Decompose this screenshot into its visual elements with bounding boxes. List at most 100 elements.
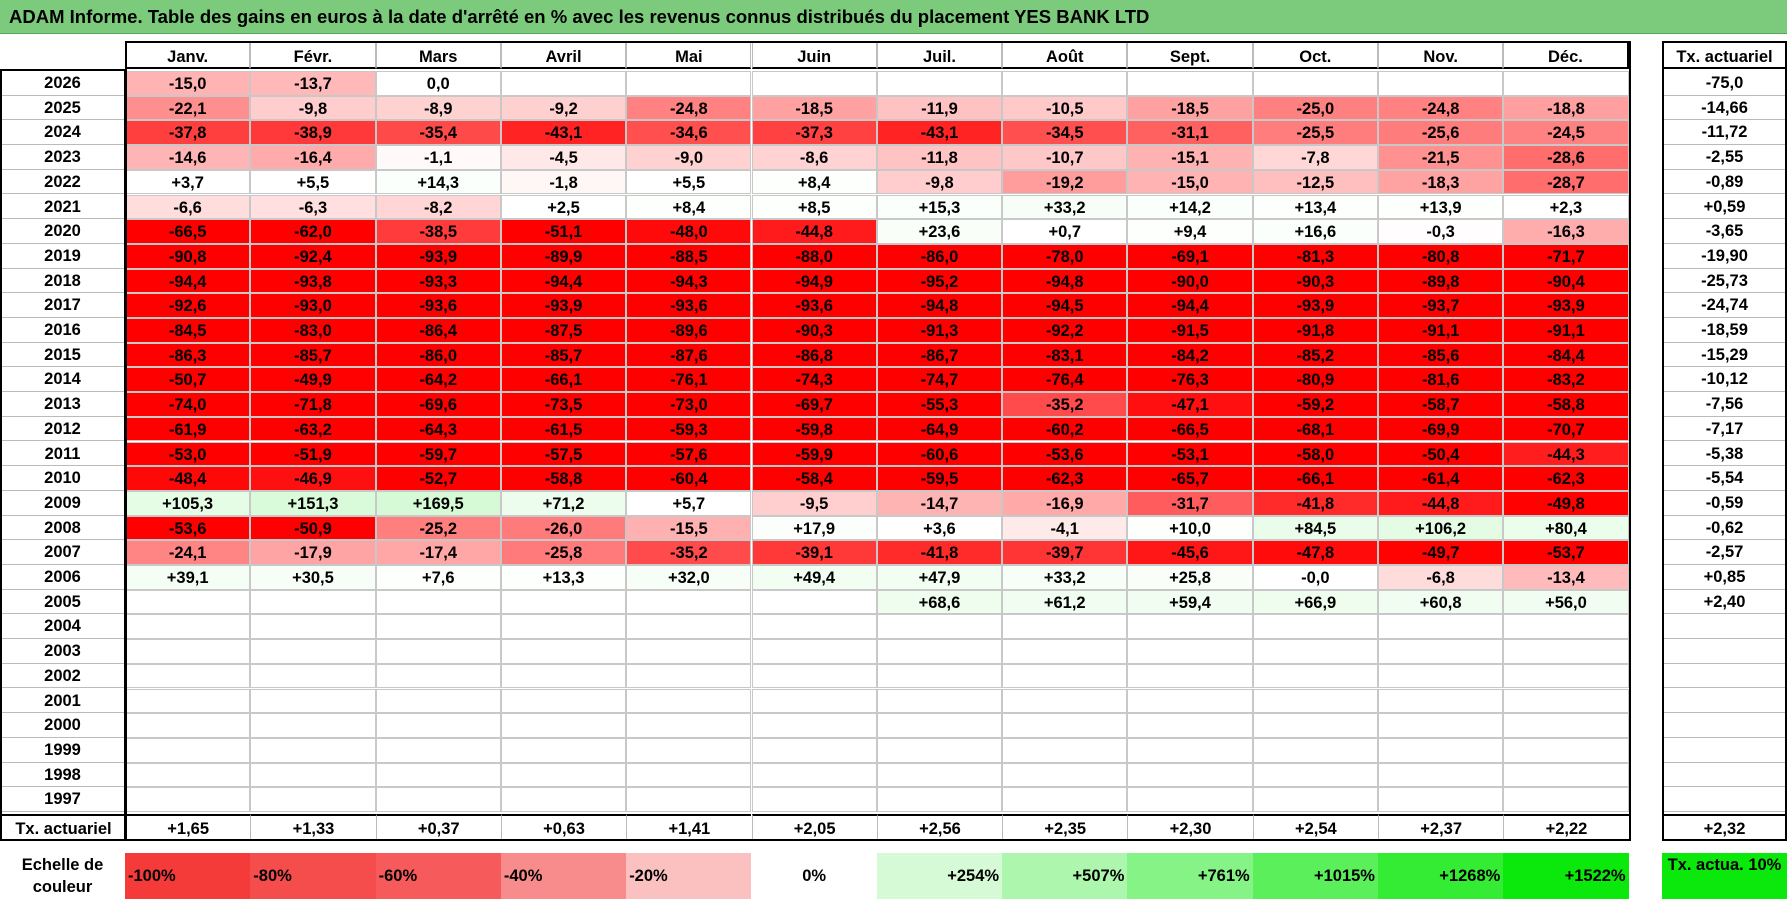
heatmap-cell: -73,5 bbox=[500, 392, 627, 417]
annual-rate-cell bbox=[1662, 614, 1787, 640]
heatmap-cell: -83,1 bbox=[1002, 342, 1128, 368]
heatmap-cell bbox=[1252, 713, 1378, 738]
heatmap-cell: -24,8 bbox=[1378, 95, 1504, 121]
heatmap-cell bbox=[626, 589, 752, 615]
heatmap-cell bbox=[1378, 713, 1504, 738]
heatmap-cell: -61,4 bbox=[1378, 466, 1504, 491]
color-scale-swatch: -60% bbox=[375, 853, 501, 899]
heatmap-cell: -50,4 bbox=[1378, 441, 1504, 467]
heatmap-cell bbox=[125, 737, 251, 763]
heatmap-cell: +5,5 bbox=[626, 169, 752, 195]
heatmap-cell: -9,8 bbox=[876, 169, 1003, 195]
heatmap-cell: -64,3 bbox=[375, 416, 501, 442]
heatmap-cell: -15,5 bbox=[626, 515, 752, 541]
year-label: 2017 bbox=[0, 293, 125, 318]
heatmap-cell: +8,4 bbox=[626, 194, 752, 220]
heatmap-cell: -66,5 bbox=[1127, 416, 1253, 442]
heatmap-cell: -39,7 bbox=[1002, 540, 1128, 565]
color-scale-swatch: +254% bbox=[876, 853, 1003, 899]
heatmap-cell: +8,4 bbox=[751, 169, 877, 195]
footer-month-rate: +1,41 bbox=[626, 814, 752, 841]
heatmap-cell bbox=[250, 688, 376, 714]
heatmap-cell: +13,4 bbox=[1252, 194, 1378, 220]
heatmap-cell: -88,5 bbox=[626, 243, 752, 269]
heatmap-cell: -10,7 bbox=[1002, 145, 1128, 170]
heatmap-cell bbox=[1252, 639, 1378, 664]
footer-month-rate: +2,37 bbox=[1378, 814, 1504, 841]
heatmap-cell: -14,7 bbox=[876, 490, 1003, 516]
heatmap-cell: -38,5 bbox=[375, 219, 501, 244]
heatmap-cell bbox=[125, 663, 251, 689]
heatmap-cell: -31,1 bbox=[1127, 120, 1253, 146]
heatmap-cell: -53,1 bbox=[1127, 441, 1253, 467]
annual-rate-cell: -0,89 bbox=[1662, 170, 1787, 195]
heatmap-cell: -13,7 bbox=[250, 71, 376, 96]
heatmap-cell: -93,9 bbox=[1252, 293, 1378, 318]
heatmap-cell: +80,4 bbox=[1503, 515, 1629, 541]
heatmap-cell: -84,5 bbox=[125, 318, 251, 343]
heatmap-cell bbox=[500, 762, 627, 788]
heatmap-cell: -70,7 bbox=[1503, 416, 1629, 442]
heatmap-cell: -84,4 bbox=[1503, 342, 1629, 368]
heatmap-cell: -24,8 bbox=[626, 95, 752, 121]
heatmap-cell: -87,6 bbox=[626, 342, 752, 368]
heatmap-cell: -85,2 bbox=[1252, 342, 1378, 368]
annual-rate-cell: +2,40 bbox=[1662, 590, 1787, 615]
heatmap-cell bbox=[250, 614, 376, 640]
heatmap-cell bbox=[1503, 787, 1629, 812]
heatmap-cell bbox=[1002, 737, 1128, 763]
heatmap-cell: -22,1 bbox=[125, 95, 251, 121]
year-label: 2011 bbox=[0, 442, 125, 467]
heatmap-cell bbox=[250, 713, 376, 738]
heatmap-cell bbox=[876, 639, 1003, 664]
year-label: 2002 bbox=[0, 664, 125, 689]
heatmap-cell: -59,7 bbox=[375, 441, 501, 467]
heatmap-cell bbox=[751, 663, 877, 689]
heatmap-cell: +5,7 bbox=[626, 490, 752, 516]
heatmap-cell: -49,9 bbox=[250, 367, 376, 393]
heatmap-cell bbox=[751, 762, 877, 788]
heatmap-cell bbox=[500, 71, 627, 96]
year-label: 1997 bbox=[0, 787, 125, 812]
heatmap-cell: -0,0 bbox=[1252, 565, 1378, 590]
year-label: 2021 bbox=[0, 195, 125, 220]
heatmap-cell bbox=[876, 787, 1003, 812]
heatmap-cell: -6,8 bbox=[1378, 565, 1504, 590]
heatmap-cell: -62,3 bbox=[1503, 466, 1629, 491]
heatmap-cell: -83,2 bbox=[1503, 367, 1629, 393]
heatmap-cell bbox=[1503, 663, 1629, 689]
heatmap-cell: -57,6 bbox=[626, 441, 752, 467]
heatmap-cell: -93,6 bbox=[751, 293, 877, 318]
heatmap-cell: -8,2 bbox=[375, 194, 501, 220]
year-label: 2000 bbox=[0, 713, 125, 738]
heatmap-cell: -48,4 bbox=[125, 466, 251, 491]
month-header: Déc. bbox=[1503, 41, 1629, 69]
year-label: 2016 bbox=[0, 318, 125, 343]
heatmap-cell: +7,6 bbox=[375, 565, 501, 590]
heatmap-cell: -37,3 bbox=[751, 120, 877, 146]
heatmap-cell: -17,9 bbox=[250, 540, 376, 565]
heatmap-cell bbox=[626, 614, 752, 640]
heatmap-cell: -51,1 bbox=[500, 219, 627, 244]
heatmap-cell: -9,2 bbox=[500, 95, 627, 121]
heatmap-cell: -58,8 bbox=[500, 466, 627, 491]
heatmap-cell: -21,5 bbox=[1378, 145, 1504, 170]
heatmap-cell bbox=[876, 688, 1003, 714]
heatmap-cell: -59,3 bbox=[626, 416, 752, 442]
heatmap-cell: +14,3 bbox=[375, 169, 501, 195]
heatmap-cell: -84,2 bbox=[1127, 342, 1253, 368]
heatmap-cell: +0,7 bbox=[1002, 219, 1128, 244]
heatmap-cell: -93,8 bbox=[250, 268, 376, 294]
heatmap-cell bbox=[1002, 688, 1128, 714]
year-label: 2001 bbox=[0, 689, 125, 714]
footer-month-rate: +2,05 bbox=[751, 814, 877, 841]
heatmap-cell bbox=[751, 737, 877, 763]
heatmap-cell: -95,2 bbox=[876, 268, 1003, 294]
color-scale-swatch: +1015% bbox=[1252, 853, 1378, 899]
heatmap-cell: -15,0 bbox=[125, 71, 251, 96]
heatmap-cell: +49,4 bbox=[751, 565, 877, 590]
heatmap-cell: +2,5 bbox=[500, 194, 627, 220]
heatmap-cell: -1,1 bbox=[375, 145, 501, 170]
heatmap-cell: -71,8 bbox=[250, 392, 376, 417]
year-label: 2006 bbox=[0, 565, 125, 590]
